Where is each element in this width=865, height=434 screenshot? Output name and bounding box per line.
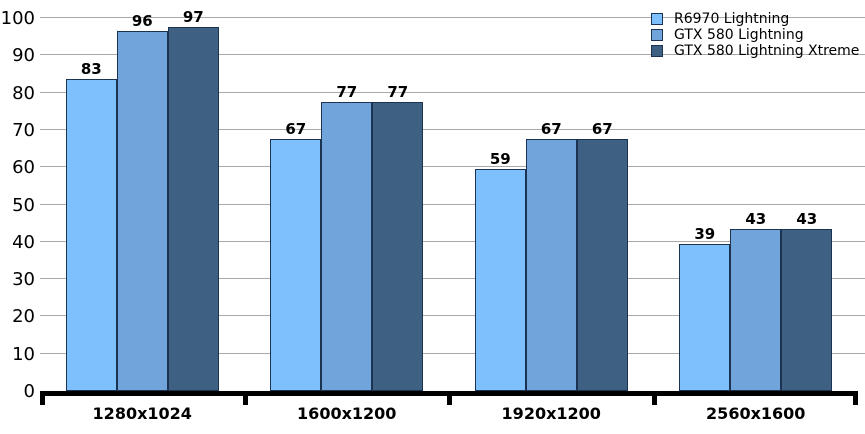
x-category-label-1600x1200: 1600x1200 bbox=[297, 404, 397, 423]
bar-gtx-580-lightning-xtreme: 77 bbox=[372, 83, 424, 391]
x-category-label-1920x1200: 1920x1200 bbox=[501, 404, 601, 423]
y-tick-label-50: 50 bbox=[12, 194, 35, 216]
y-tick-label-20: 20 bbox=[12, 306, 35, 328]
bar-r6970-lightning: 39 bbox=[679, 225, 731, 391]
y-tick-label-40: 40 bbox=[12, 231, 35, 253]
gridline-layer bbox=[40, 0, 865, 391]
legend: R6970 Lightning GTX 580 Lightning GTX 580 … bbox=[651, 11, 859, 59]
bar-gtx-580-lightning-xtreme: 43 bbox=[781, 210, 833, 391]
gridline-80 bbox=[40, 91, 865, 93]
legend-label: GTX 580 Lightning bbox=[674, 27, 804, 43]
gridline-40 bbox=[40, 240, 865, 242]
gridline-70 bbox=[40, 128, 865, 130]
bar-gtx-580-lightning: 96 bbox=[116, 12, 168, 391]
gridline-90 bbox=[40, 54, 865, 56]
bar-gtx-580-lightning: 67 bbox=[525, 120, 577, 391]
bar-value-label: 59 bbox=[489, 149, 511, 168]
bar-r6970-lightning: 83 bbox=[65, 60, 117, 391]
bar-group-1600x1200: 67 77 77 bbox=[245, 0, 450, 391]
legend-swatch-icon bbox=[651, 45, 663, 57]
x-axis-tick-0 bbox=[40, 391, 45, 405]
bar-value-label: 39 bbox=[694, 224, 716, 243]
gridline-50 bbox=[40, 203, 865, 205]
bar-value-label: 97 bbox=[182, 8, 204, 27]
x-category-label-1280x1024: 1280x1024 bbox=[92, 404, 192, 423]
legend-item-gtx-580-lightning: GTX 580 Lightning bbox=[651, 27, 859, 43]
y-tick-label-80: 80 bbox=[12, 82, 35, 104]
bar-r6970-lightning: 59 bbox=[474, 150, 526, 391]
gridline-30 bbox=[40, 278, 865, 280]
y-tick-label-90: 90 bbox=[12, 45, 35, 67]
bar-gtx-580-lightning-xtreme: 67 bbox=[576, 120, 628, 391]
gridline-20 bbox=[40, 315, 865, 317]
x-axis-tick-2 bbox=[447, 391, 452, 405]
bar-group-2560x1600: 39 43 43 bbox=[654, 0, 859, 391]
bar-value-label: 83 bbox=[80, 60, 102, 79]
bar-value-label: 77 bbox=[336, 82, 358, 101]
x-axis-tick-1 bbox=[243, 391, 248, 405]
gridline-60 bbox=[40, 166, 865, 168]
bar-value-label: 43 bbox=[796, 209, 818, 228]
x-category-label-2560x1600: 2560x1600 bbox=[706, 404, 806, 423]
legend-label: R6970 Lightning bbox=[674, 11, 790, 27]
legend-label: GTX 580 Lightning Xtreme bbox=[674, 43, 860, 59]
bar-group-1280x1024: 83 96 97 bbox=[40, 0, 245, 391]
y-axis-tick-labels: 0 10 20 30 40 50 60 70 80 90 100 bbox=[0, 0, 36, 410]
x-axis-tick-3 bbox=[652, 391, 657, 405]
bar-gtx-580-lightning-xtreme: 97 bbox=[167, 8, 219, 391]
y-tick-label-60: 60 bbox=[12, 157, 35, 179]
bar-r6970-lightning: 67 bbox=[270, 120, 322, 391]
bar-value-label: 67 bbox=[591, 120, 613, 139]
bar-group-1920x1200: 59 67 67 bbox=[449, 0, 654, 391]
legend-swatch-icon bbox=[651, 29, 663, 41]
bar-value-label: 77 bbox=[387, 82, 409, 101]
bar-gtx-580-lightning: 77 bbox=[321, 83, 373, 391]
y-tick-label-0: 0 bbox=[23, 381, 35, 402]
y-tick-label-10: 10 bbox=[12, 343, 35, 365]
legend-swatch-icon bbox=[651, 13, 663, 25]
gridline-100 bbox=[40, 17, 865, 18]
legend-item-r6970-lightning: R6970 Lightning bbox=[651, 11, 859, 27]
gridline-10 bbox=[40, 352, 865, 354]
bar-value-label: 67 bbox=[540, 120, 562, 139]
bar-value-label: 43 bbox=[745, 209, 767, 228]
plot-area: 83 96 97 67 77 77 59 67 67 39 43 43 bbox=[40, 0, 858, 391]
y-tick-label-100: 100 bbox=[0, 8, 35, 29]
y-tick-label-30: 30 bbox=[12, 269, 35, 291]
bar-value-label: 96 bbox=[131, 11, 153, 30]
bar-value-label: 67 bbox=[285, 120, 307, 139]
legend-item-gtx-580-lightning-xtreme: GTX 580 Lightning Xtreme bbox=[651, 43, 859, 59]
x-axis-tick-4 bbox=[853, 391, 858, 405]
y-tick-label-70: 70 bbox=[12, 119, 35, 141]
x-axis-line bbox=[40, 391, 858, 405]
bar-gtx-580-lightning: 43 bbox=[730, 210, 782, 391]
x-axis-category-labels: 1280x1024 1600x1200 1920x1200 2560x1600 bbox=[40, 404, 858, 423]
